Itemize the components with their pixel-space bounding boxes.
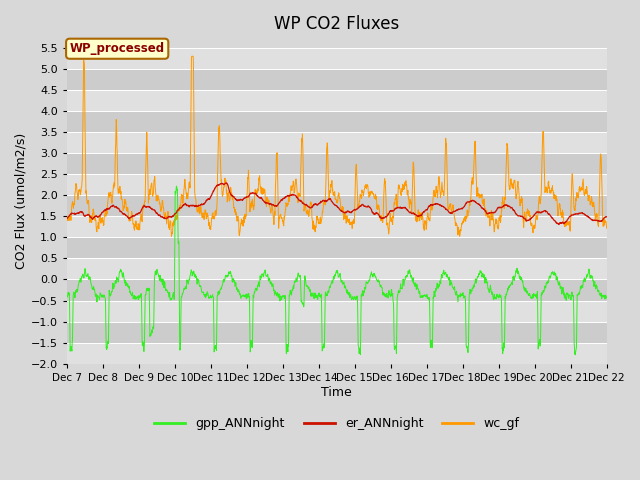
gpp_ANNnight — [173, 183, 180, 189]
wc_gf — [571, 207, 579, 213]
er_ANNnight — [364, 203, 372, 209]
er_ANNnight — [555, 222, 563, 228]
Bar — [67, 174, 607, 195]
gpp_ANNnight — [353, 294, 360, 300]
wc_gf — [214, 157, 222, 163]
er_ANNnight — [223, 180, 230, 186]
er_ANNnight — [63, 216, 71, 221]
wc_gf — [603, 226, 611, 231]
gpp_ANNnight — [572, 352, 579, 358]
Y-axis label: CO2 Flux (umol/m2/s): CO2 Flux (umol/m2/s) — [15, 132, 28, 269]
Legend: gpp_ANNnight, er_ANNnight, wc_gf: gpp_ANNnight, er_ANNnight, wc_gf — [149, 412, 524, 435]
Bar — [67, 69, 607, 90]
er_ANNnight — [353, 206, 360, 212]
wc_gf — [353, 172, 360, 178]
Bar — [67, 48, 607, 69]
gpp_ANNnight — [364, 280, 372, 286]
er_ANNnight — [494, 205, 502, 211]
Bar — [67, 153, 607, 174]
wc_gf — [168, 233, 175, 239]
er_ANNnight — [603, 214, 611, 220]
gpp_ANNnight — [63, 293, 71, 299]
gpp_ANNnight — [570, 341, 578, 347]
Bar — [67, 195, 607, 216]
Bar — [67, 258, 607, 279]
Bar — [67, 279, 607, 300]
Bar — [67, 343, 607, 364]
wc_gf — [63, 218, 71, 224]
Bar — [67, 238, 607, 258]
er_ANNnight — [556, 221, 563, 227]
Bar — [67, 300, 607, 322]
gpp_ANNnight — [603, 295, 611, 301]
Bar — [67, 90, 607, 111]
Bar — [67, 322, 607, 343]
wc_gf — [556, 201, 563, 206]
Line: gpp_ANNnight: gpp_ANNnight — [67, 186, 607, 355]
Line: wc_gf: wc_gf — [67, 56, 607, 236]
er_ANNnight — [214, 182, 221, 188]
wc_gf — [188, 53, 196, 59]
wc_gf — [494, 223, 502, 229]
Text: WP_processed: WP_processed — [70, 42, 164, 55]
Title: WP CO2 Fluxes: WP CO2 Fluxes — [274, 15, 399, 33]
gpp_ANNnight — [556, 279, 563, 285]
Bar — [67, 132, 607, 153]
Bar — [67, 216, 607, 238]
X-axis label: Time: Time — [321, 385, 352, 398]
wc_gf — [365, 191, 372, 196]
er_ANNnight — [571, 211, 579, 217]
gpp_ANNnight — [214, 293, 221, 299]
Bar — [67, 111, 607, 132]
Line: er_ANNnight: er_ANNnight — [67, 183, 607, 225]
gpp_ANNnight — [494, 294, 502, 300]
